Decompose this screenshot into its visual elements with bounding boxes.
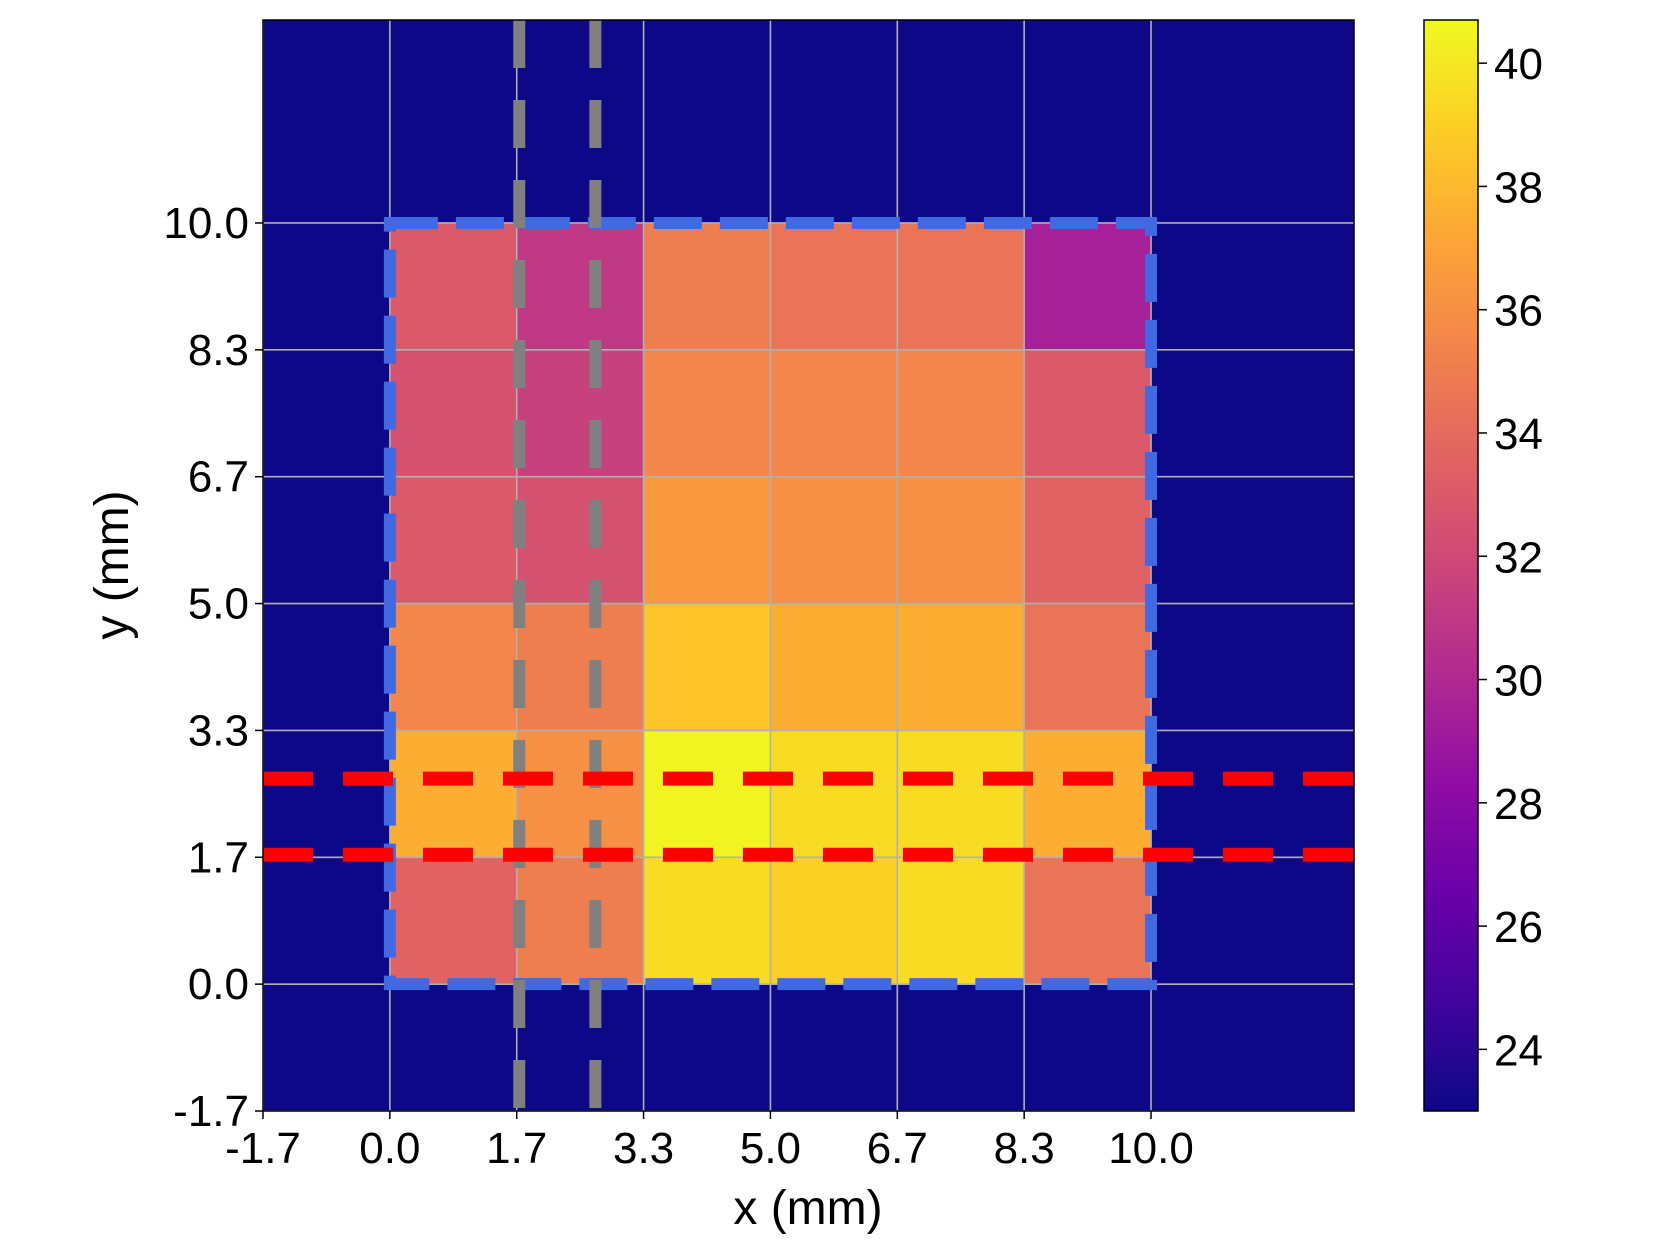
heatmap-cell: [516, 730, 645, 858]
heatmap-cell: [643, 857, 772, 985]
heatmap-cell: [770, 349, 898, 478]
heatmap-cell: [897, 857, 1025, 985]
heatmap-cell: [1024, 349, 1152, 478]
heatmap-cell: [1024, 730, 1152, 858]
heatmap-cell: [643, 730, 772, 858]
x-tick-label: 0.0: [359, 1124, 420, 1173]
x-tick-label: 8.3: [994, 1124, 1055, 1173]
heatmap-cells: [389, 222, 1152, 985]
heatmap-cell: [516, 603, 645, 732]
plot-frame: [262, 19, 1355, 1112]
y-tick-label: 5.0: [188, 580, 249, 629]
heatmap-cell: [1024, 857, 1152, 985]
colorbar-tick-label: 30: [1494, 657, 1543, 706]
colorbar: 24 26 28 30 32 34 36 38 40: [1423, 19, 1543, 1112]
heatmap-cell: [643, 349, 772, 478]
heatmap-cell: [643, 603, 772, 732]
heatmap-cell: [770, 857, 898, 985]
heatmap-cell: [389, 857, 518, 985]
heatmap-cell: [897, 730, 1025, 858]
y-tick-label: 10.0: [163, 199, 249, 248]
heatmap-cell: [897, 603, 1025, 732]
colorbar-tick-label: 32: [1494, 533, 1543, 582]
heatmap-cell: [897, 476, 1025, 605]
heatmap-cell: [643, 476, 772, 605]
x-axis-ticks: -1.7 0.0 1.7 3.3 5.0 6.7 8.3 10.0: [225, 1111, 1194, 1173]
x-tick-label: 5.0: [740, 1124, 801, 1173]
y-axis-label: y (mm): [86, 490, 139, 639]
y-axis-ticks: -1.7 0.0 1.7 3.3 5.0 6.7 8.3 10.0: [163, 199, 263, 1136]
heatmap-cell: [389, 222, 518, 351]
heatmap-cell: [1024, 476, 1152, 605]
x-tick-label: 10.0: [1108, 1124, 1194, 1173]
colorbar-tick-label: 38: [1494, 163, 1543, 212]
heatmap-cell: [1024, 603, 1152, 732]
y-tick-label: 1.7: [188, 833, 249, 882]
x-tick-label: -1.7: [225, 1124, 301, 1173]
y-tick-label: -1.7: [173, 1087, 249, 1136]
y-tick-label: 8.3: [188, 326, 249, 375]
x-tick-label: 1.7: [486, 1124, 547, 1173]
heatmap-cell: [770, 476, 898, 605]
x-tick-label: 6.7: [867, 1124, 928, 1173]
heatmap-cell: [389, 476, 518, 605]
heatmap-cell: [516, 349, 645, 478]
heatmap-cell: [770, 603, 898, 732]
heatmap-cell: [770, 222, 898, 351]
heatmap-cell: [643, 222, 772, 351]
heatmap-cell: [389, 603, 518, 732]
x-tick-label: 3.3: [613, 1124, 674, 1173]
colorbar-tick-label: 40: [1494, 40, 1543, 89]
region-outline-dashed: [383, 216, 1158, 991]
heatmap-cell: [897, 349, 1025, 478]
x-axis-label: x (mm): [733, 1182, 882, 1235]
colorbar-ticks: 24 26 28 30 32 34 36 38 40: [1478, 40, 1543, 1075]
colorbar-tick-label: 24: [1494, 1026, 1543, 1075]
colorbar-tick-label: 28: [1494, 780, 1543, 829]
y-tick-label: 0.0: [188, 960, 249, 1009]
y-tick-label: 6.7: [188, 453, 249, 502]
heatmap-cell: [516, 222, 645, 351]
colorbar-tick-label: 34: [1494, 410, 1543, 459]
heatmap-cell: [516, 476, 645, 605]
y-tick-label: 3.3: [188, 706, 249, 755]
heatmap-cell: [1024, 222, 1152, 351]
plot-area: [263, 20, 1354, 1111]
heatmap-cell: [516, 857, 645, 985]
colorbar-tick-label: 36: [1494, 287, 1543, 336]
colorbar-tick-label: 26: [1494, 903, 1543, 952]
colorbar-gradient: [1423, 19, 1479, 1112]
heatmap-cell: [389, 349, 518, 478]
heatmap-cell: [897, 222, 1025, 351]
heatmap-cell: [389, 730, 518, 858]
heatmap-cell: [770, 730, 898, 858]
overlay-lines: [263, 20, 1354, 1111]
